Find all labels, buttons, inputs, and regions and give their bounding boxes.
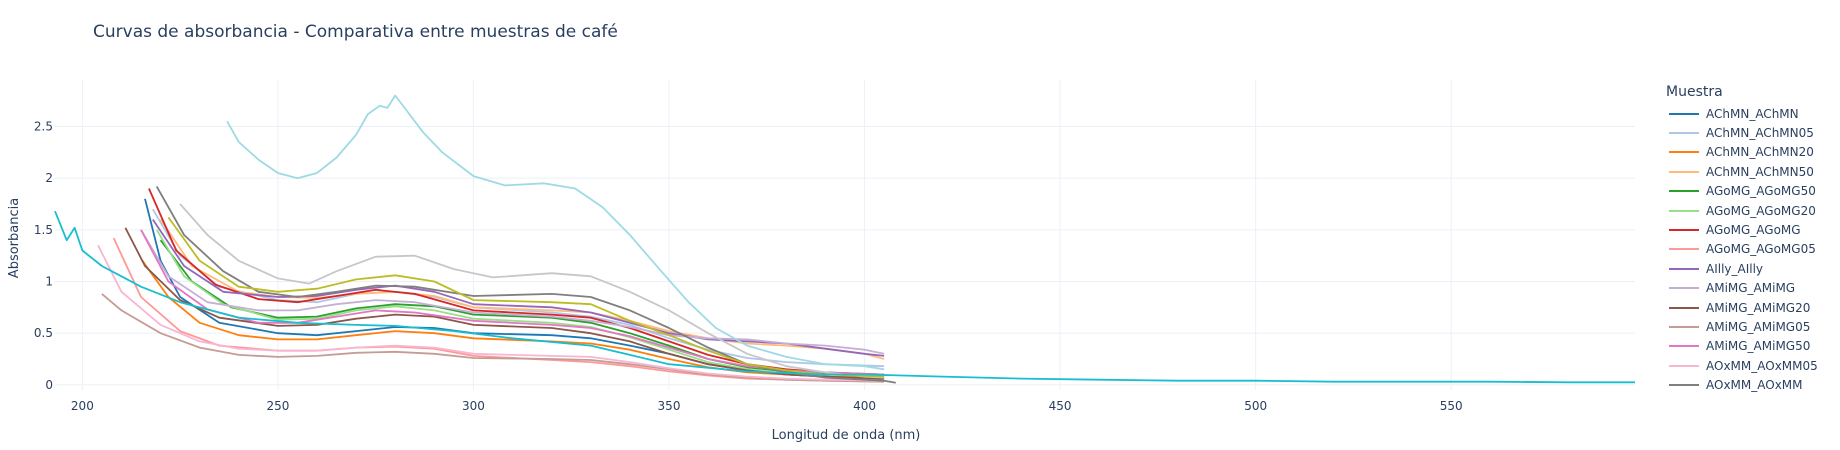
legend-label: AOxMM_AOxMM05 [1706,358,1818,373]
x-tick-label: 400 [853,399,876,413]
legend-swatch [1669,345,1699,348]
legend-title: Muestra [1666,84,1723,100]
legend: Muestra AChMN_AChMN AChMN_AChMN05 AChMN_AC… [1666,84,1836,392]
legend-label: AMiMG_AMiMG20 [1706,300,1811,315]
series-line [159,239,885,376]
series-line [179,203,885,379]
x-axis-label: Longitud de onda (nm) [772,428,921,443]
chart-title: Curvas de absorbancia - Comparativa entr… [93,22,618,42]
series-line [124,227,885,380]
legend-item[interactable]: AMiMG_AMiMG [1666,279,1836,298]
legend-swatch [1669,190,1699,193]
x-tick-label: 450 [1049,399,1072,413]
series-line [152,208,885,368]
legend-item[interactable]: AChMN_AChMN20 [1666,143,1836,162]
legend-swatch [1669,384,1699,387]
legend-swatch [1669,132,1699,135]
legend-label: AMiMG_AMiMG [1706,281,1796,296]
legend-swatch [1669,248,1699,251]
legend-label: AGoMG_AGoMG50 [1706,184,1816,199]
legend-label: AChMN_AChMN20 [1706,145,1814,160]
legend-label: AChMN_AChMN [1706,106,1799,121]
legend-item[interactable]: AGoMG_AGoMG50 [1666,182,1836,201]
x-tick-label: 350 [658,399,681,413]
series-line [140,258,885,379]
legend-swatch [1669,306,1699,309]
legend-item[interactable]: AOxMM_AOxMM05 [1666,356,1836,375]
legend-item[interactable]: AGoMG_AGoMG20 [1666,201,1836,220]
legend-swatch [1669,170,1699,173]
legend-swatch [1669,325,1699,328]
legend-label: AOxMM_AOxMM [1706,378,1803,392]
y-axis-label: Absorbancia [7,198,22,278]
legend-item[interactable]: AGoMG_AGoMG05 [1666,240,1836,259]
legend-swatch [1669,229,1699,232]
y-tick-label: 1 [45,275,53,289]
series-line [155,229,885,377]
legend-swatch [1669,209,1699,212]
legend-item[interactable]: AIlly_AIlly [1666,259,1836,278]
legend-item[interactable]: AMiMG_AMiMG50 [1666,337,1836,356]
legend-item[interactable]: AMiMG_AMiMG05 [1666,317,1836,336]
legend-item[interactable]: AChMN_AChMN05 [1666,123,1836,142]
series-line [155,185,896,384]
y-tick-label: 2.5 [34,120,53,134]
series-line [140,229,885,376]
y-tick-label: 2 [45,171,53,185]
series-line [97,244,885,382]
series-line [54,210,1635,384]
legend-item[interactable]: AGoMG_AGoMG [1666,220,1836,239]
x-tick-label: 250 [266,399,289,413]
legend-item[interactable]: AOxMM_AOxMM [1666,375,1836,392]
x-tick-label: 200 [71,399,94,413]
series-line [152,218,885,357]
legend-item[interactable]: AMiMG_AMiMG20 [1666,298,1836,317]
legend-swatch [1669,151,1699,154]
series-lines [54,94,1635,384]
legend-label: AChMN_AChMN05 [1706,126,1814,141]
x-tick-label: 550 [1440,399,1463,413]
series-line [101,293,885,383]
series-line [226,94,885,371]
series-line [140,229,885,355]
legend-label: AIlly_AIlly [1706,261,1764,276]
legend-swatch [1669,112,1699,115]
y-tick-label: 0.5 [34,326,53,340]
legend-swatch [1669,267,1699,270]
legend-label: AChMN_AChMN50 [1706,164,1814,179]
legend-label: AGoMG_AGoMG [1706,223,1801,238]
x-tick-label: 500 [1244,399,1267,413]
x-tick-label: 300 [462,399,485,413]
legend-label: AGoMG_AGoMG05 [1706,242,1816,257]
legend-item[interactable]: AChMN_AChMN50 [1666,162,1836,181]
legend-label: AMiMG_AMiMG50 [1706,339,1811,354]
legend-label: AGoMG_AGoMG20 [1706,203,1816,218]
legend-swatch [1669,287,1699,290]
legend-swatch [1669,364,1699,367]
series-line [167,216,885,378]
legend-item[interactable]: AChMN_AChMN [1666,104,1836,123]
y-tick-label: 0 [45,378,53,392]
legend-label: AMiMG_AMiMG05 [1706,319,1811,334]
axes-labels: 200 250 300 350 400 450 500 550 0 0.5 1 1.5 2 2.5 [34,120,1463,414]
grid-lines [55,80,1635,390]
y-tick-label: 1.5 [34,223,53,237]
